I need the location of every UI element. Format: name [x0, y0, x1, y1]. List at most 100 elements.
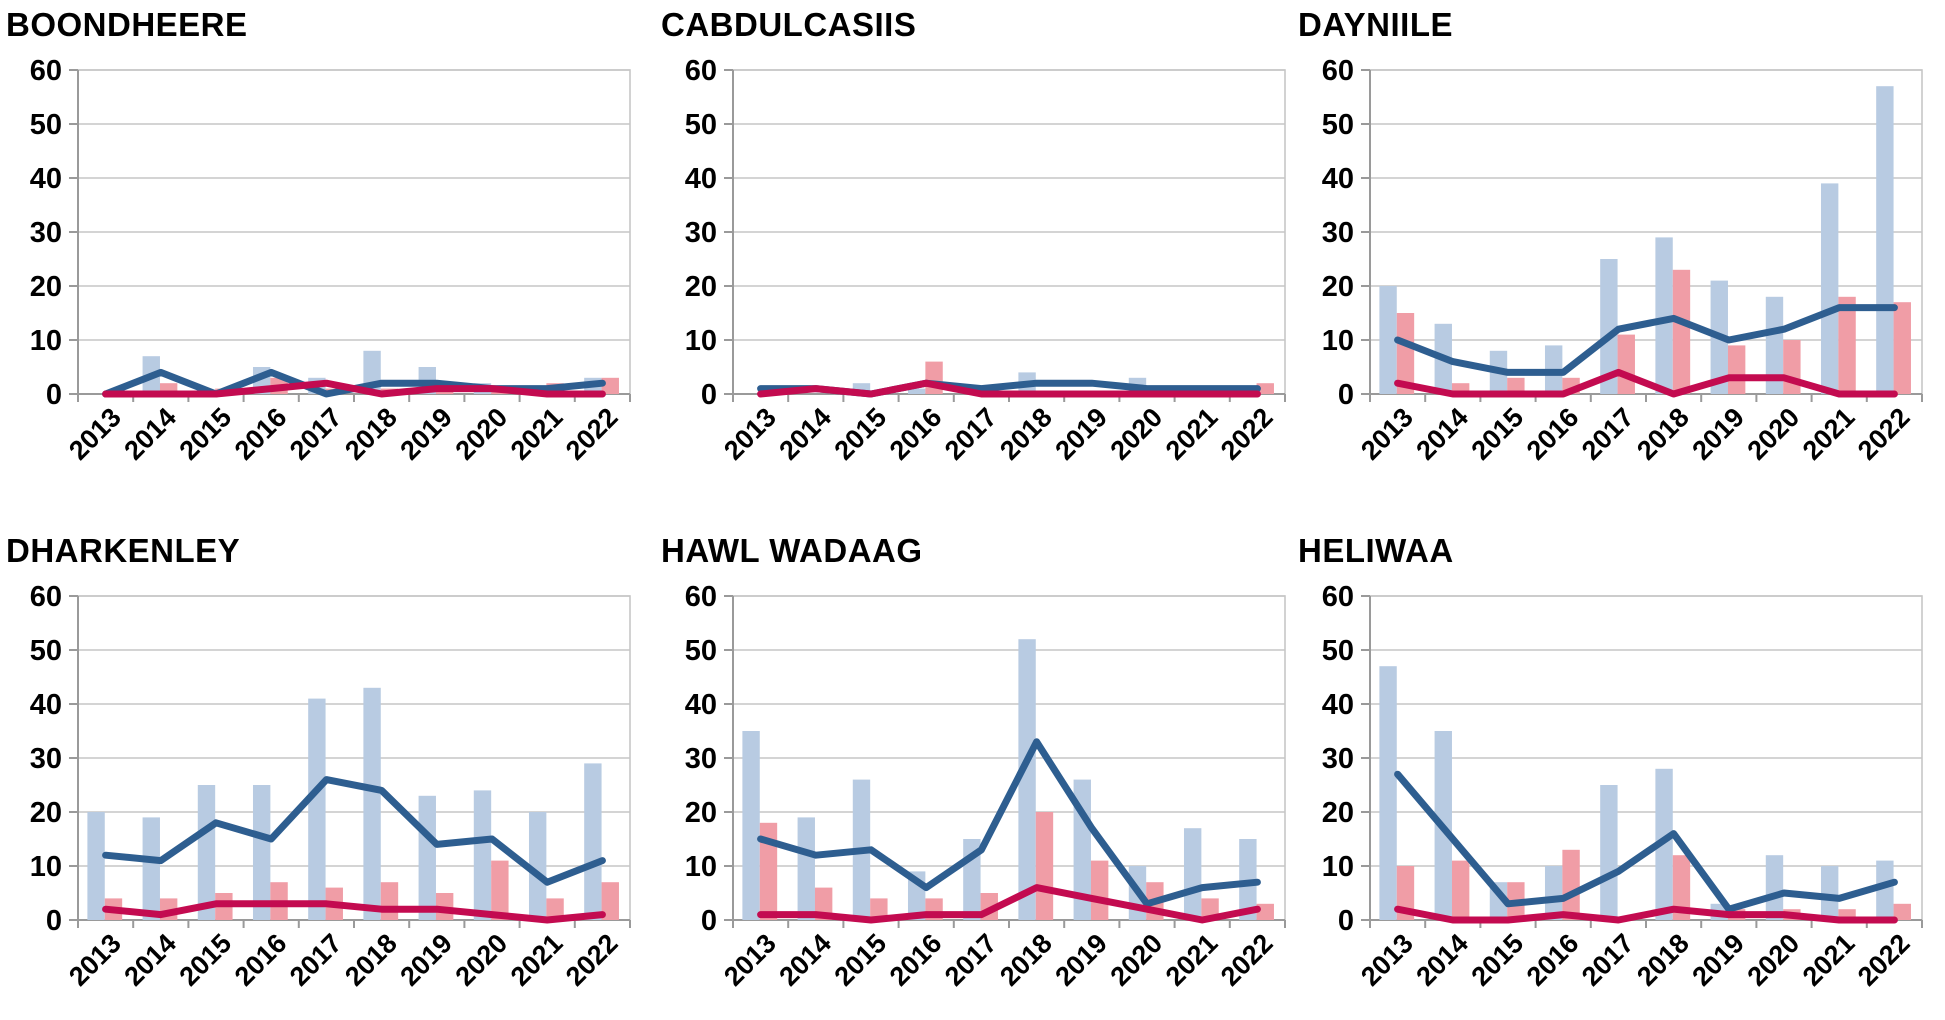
x-tick-label: 2021	[1160, 928, 1224, 992]
x-tick-label: 2020	[450, 402, 514, 466]
bar-primary-2017	[1600, 785, 1618, 920]
y-tick-label: 0	[1338, 905, 1354, 937]
bar-secondary-2019	[1727, 345, 1746, 394]
y-tick-label: 50	[30, 635, 62, 667]
bar-primary-2018	[363, 687, 381, 920]
x-tick-label: 2022	[1852, 402, 1916, 466]
x-tick-label: 2015	[829, 928, 893, 992]
chart-panel-dayniile: DAYNIILE 0 10 20 30 40 50 60 2013 2014 2015 2016 20…	[1292, 0, 1942, 505]
bar-secondary-2022	[1893, 903, 1911, 920]
bar-secondary-2022	[1893, 302, 1911, 394]
bar-secondary-2018	[1035, 812, 1054, 920]
line-primary	[102, 776, 606, 886]
bar-secondary-2019	[1090, 860, 1109, 920]
chart-panel-heliwaa: HELIWAA 0 10 20 30 40 50 60 2013 2014 2015 2016 201…	[1292, 526, 1942, 1020]
y-tick-label: 60	[30, 581, 62, 613]
y-tick-label: 10	[685, 325, 717, 357]
y-tick-label: 10	[1322, 325, 1354, 357]
x-tick-label: 2022	[1215, 928, 1279, 992]
y-tick-label: 20	[1322, 271, 1354, 303]
x-tick-label: 2019	[394, 928, 458, 992]
y-tick-label: 20	[685, 271, 717, 303]
y-tick-label: 60	[1322, 55, 1354, 87]
bar-secondary-2014	[1451, 383, 1470, 394]
y-tick-label: 30	[1322, 217, 1354, 249]
bar-primary-2016	[907, 388, 926, 394]
bar-secondary-2021	[546, 898, 564, 920]
bar-primary-2021	[1183, 828, 1202, 920]
x-tick-label: 2016	[884, 402, 948, 466]
bar-secondary-2022	[1256, 383, 1274, 394]
bar-secondary-2015	[870, 898, 888, 920]
bar-primary-2016	[252, 785, 271, 920]
x-tick-label: 2020	[1105, 928, 1169, 992]
chart-title: BOONDHEERE	[6, 6, 248, 43]
x-tick-label: 2014	[773, 402, 837, 466]
x-tick-label: 2020	[1105, 402, 1169, 466]
x-tick-label: 2014	[773, 928, 837, 992]
bar-primary-2016	[1544, 866, 1563, 920]
bar-primary-2014	[142, 817, 160, 920]
chart-title: DHARKENLEY	[6, 532, 241, 569]
y-tick-label: 50	[1322, 109, 1354, 141]
x-tick-label: 2015	[1466, 402, 1530, 466]
y-tick-label: 30	[685, 217, 717, 249]
chart-title: HAWL WADAAG	[661, 532, 923, 569]
bar-secondary-2018	[1672, 269, 1691, 394]
bar-secondary-2022	[601, 882, 619, 920]
y-tick-label: 0	[46, 905, 62, 937]
chart-title: DAYNIILE	[1298, 6, 1453, 43]
chart-plot: 0 10 20 30 40 50 60 201320142015201620172018201…	[685, 55, 1286, 466]
bar-secondary-2015	[1507, 377, 1525, 394]
x-tick-label: 2019	[394, 402, 458, 466]
chart-plot: 0 10 20 30 40 50 60 201320142015201620172018201…	[685, 581, 1286, 992]
x-tick-label: 2014	[1410, 402, 1474, 466]
x-tick-label: 2018	[994, 402, 1058, 466]
bar-primary-2014	[797, 817, 815, 920]
bar-primary-2022	[584, 763, 602, 920]
bar-secondary-2018	[1672, 855, 1691, 920]
bar-primary-2021	[1820, 866, 1839, 920]
x-tick-label: 2019	[1049, 402, 1113, 466]
x-tick-label: 2020	[1742, 928, 1806, 992]
y-tick-label: 20	[1322, 797, 1354, 829]
y-tick-label: 50	[685, 635, 717, 667]
x-tick-label: 2016	[229, 402, 293, 466]
x-tick-label: 2022	[560, 402, 624, 466]
line-secondary	[757, 379, 1261, 398]
line-secondary	[1394, 368, 1898, 398]
x-tick-label: 2016	[229, 928, 293, 992]
x-tick-label: 2022	[560, 928, 624, 992]
bar-secondary-2021	[1838, 296, 1856, 394]
line-secondary	[757, 884, 1261, 924]
x-tick-label: 2021	[505, 402, 569, 466]
x-tick-label: 2017	[284, 928, 348, 992]
x-tick-label: 2018	[339, 928, 403, 992]
bar-secondary-2016	[1562, 849, 1580, 920]
y-tick-label: 60	[30, 55, 62, 87]
chart-plot: 0 10 20 30 40 50 60 201320142015201620172018201…	[1322, 55, 1923, 466]
y-tick-label: 30	[30, 217, 62, 249]
y-tick-label: 10	[30, 851, 62, 883]
line-primary	[1394, 304, 1898, 376]
y-tick-label: 40	[30, 689, 62, 721]
bar-primary-2015	[197, 785, 216, 920]
bar-primary-2015	[852, 383, 871, 394]
bar-primary-2021	[528, 812, 547, 920]
y-tick-label: 10	[685, 851, 717, 883]
x-tick-label: 2015	[174, 402, 238, 466]
x-tick-label: 2013	[1355, 402, 1419, 466]
bar-primary-2018	[1018, 639, 1036, 920]
y-tick-label: 30	[30, 743, 62, 775]
y-tick-label: 40	[685, 689, 717, 721]
line-primary	[1394, 770, 1898, 913]
bar-secondary-2013	[1396, 313, 1415, 394]
x-tick-label: 2018	[1631, 402, 1695, 466]
x-tick-label: 2018	[1631, 928, 1695, 992]
bar-primary-2013	[87, 812, 105, 920]
x-tick-label: 2014	[118, 402, 182, 466]
line-secondary	[1394, 905, 1898, 924]
y-tick-label: 60	[685, 581, 717, 613]
bar-primary-2013	[1379, 286, 1397, 394]
